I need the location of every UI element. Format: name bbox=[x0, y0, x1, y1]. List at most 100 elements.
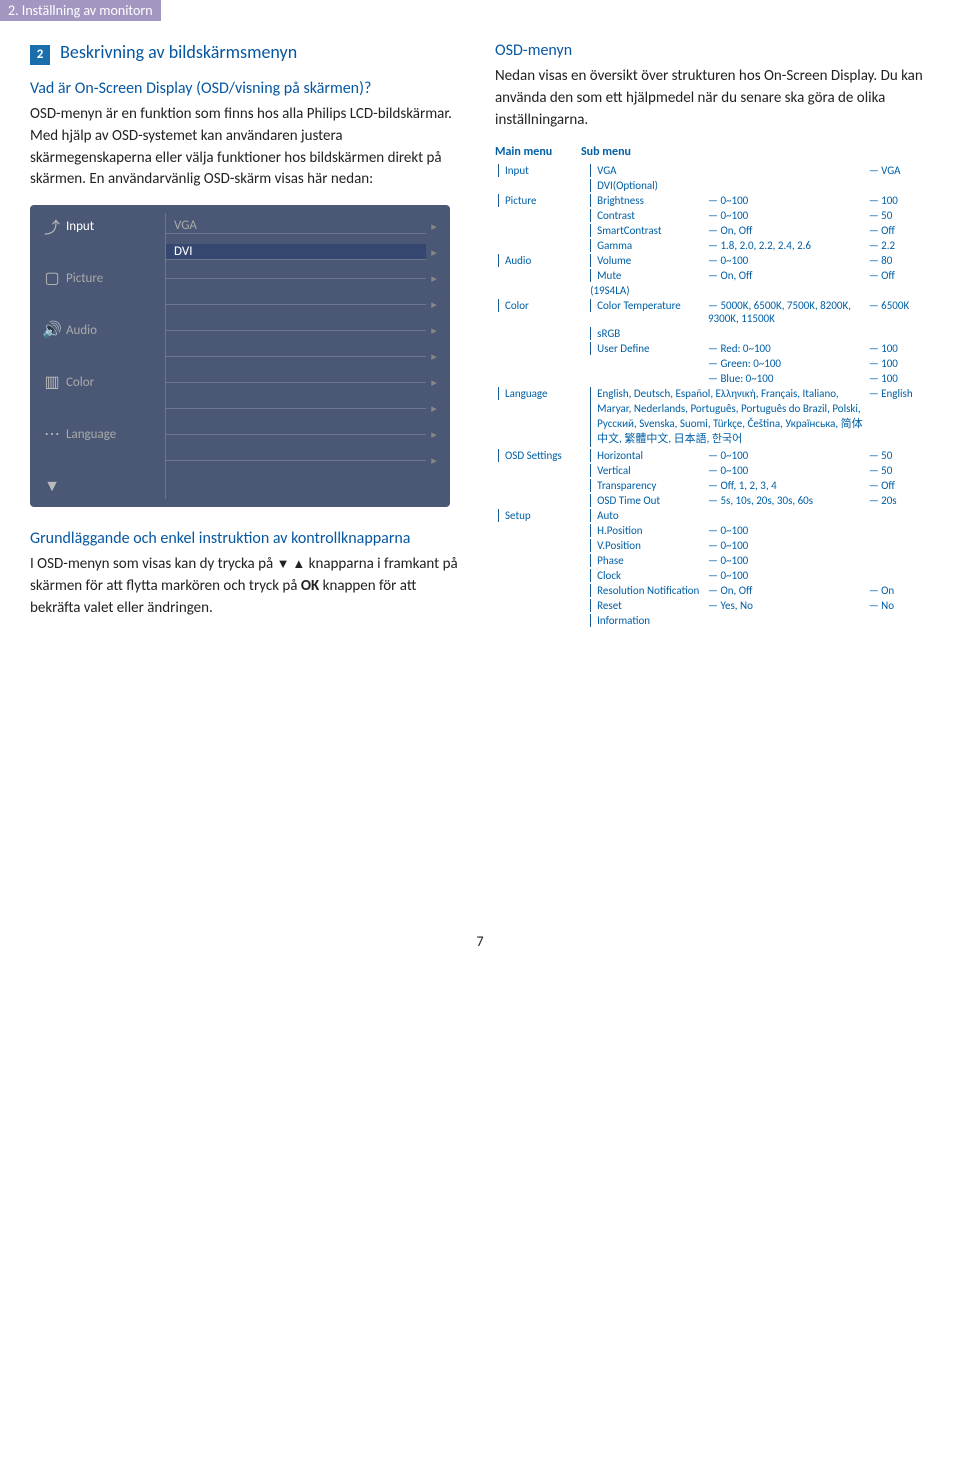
tree-sub: Resolution Notification bbox=[590, 584, 702, 597]
tree-header-main: Main menu bbox=[495, 145, 581, 159]
left-column: 2 Beskrivning av bildskärmsmenyn Vad är … bbox=[30, 41, 465, 633]
osd-empty bbox=[166, 408, 426, 409]
chevron-right-icon: ▸ bbox=[426, 376, 442, 389]
osd-empty bbox=[166, 460, 426, 461]
osd-tree: Main menu Sub menu Input VGA — VGA DVI(O… bbox=[495, 145, 930, 627]
tree-sub: DVI(Optional) bbox=[590, 179, 702, 192]
tree-range: — Off, 1, 2, 3, 4 bbox=[705, 478, 866, 493]
tree-sub: V.Position bbox=[590, 539, 702, 552]
osd-empty bbox=[166, 278, 426, 279]
osd-menu-audio: Audio bbox=[66, 323, 156, 338]
tree-sub: OSD Time Out bbox=[590, 494, 702, 507]
tree-sub: Auto bbox=[590, 509, 702, 522]
chevron-right-icon: ▸ bbox=[426, 402, 442, 415]
tree-default: — 100 bbox=[866, 193, 930, 208]
tree-default: — 100 bbox=[866, 371, 930, 386]
tree-default: — 6500K bbox=[866, 298, 930, 326]
tree-default: — VGA bbox=[866, 163, 930, 178]
osd-empty bbox=[166, 434, 426, 435]
chevron-right-icon: ▸ bbox=[426, 428, 442, 441]
tree-sub: Reset bbox=[590, 599, 702, 612]
tree-range: — On, Off bbox=[705, 268, 866, 283]
osd-value-vga: VGA bbox=[166, 218, 426, 234]
basic-instruction-heading: Grundläggande och enkel instruktion av k… bbox=[30, 529, 465, 548]
picture-icon: ▢ bbox=[38, 268, 66, 288]
tree-default: — Off bbox=[866, 268, 930, 283]
tree-range: — 0~100 bbox=[705, 193, 866, 208]
tree-main-picture: Picture bbox=[498, 194, 584, 207]
tree-sub: SmartContrast bbox=[590, 224, 702, 237]
osd-empty bbox=[166, 356, 426, 357]
tree-default: — 50 bbox=[866, 208, 930, 223]
osd-empty bbox=[166, 382, 426, 383]
osd-menu-input: Input bbox=[66, 219, 156, 234]
section-tag: 2. Inställning av monitorn bbox=[0, 0, 161, 21]
osd-menu-paragraph: Nedan visas en översikt över strukturen … bbox=[495, 66, 930, 131]
tree-main-osdsettings: OSD Settings bbox=[498, 449, 584, 462]
tree-main-language: Language bbox=[498, 387, 584, 400]
tree-range: — Blue: 0~100 bbox=[705, 371, 866, 386]
tree-sub: sRGB bbox=[590, 327, 702, 340]
tree-sub: Color Temperature bbox=[590, 299, 702, 312]
tree-sub: Mute bbox=[590, 269, 702, 282]
tree-sub: Brightness bbox=[590, 194, 702, 207]
tree-sub: VGA bbox=[590, 164, 702, 177]
tree-sub: Contrast bbox=[590, 209, 702, 222]
tree-range: — 0~100 bbox=[705, 553, 866, 568]
chevron-right-icon: ▸ bbox=[426, 272, 442, 285]
tree-range: — Green: 0~100 bbox=[705, 356, 866, 371]
tree-header-sub: Sub menu bbox=[581, 145, 691, 159]
osd-empty bbox=[166, 304, 426, 305]
tree-sub: Phase bbox=[590, 554, 702, 567]
ok-label: OK bbox=[301, 577, 319, 595]
tree-sub: Transparency bbox=[590, 479, 702, 492]
section-title: Beskrivning av bildskärmsmenyn bbox=[60, 41, 297, 63]
tree-default: — On bbox=[866, 583, 930, 598]
tree-range: — On, Off bbox=[705, 223, 866, 238]
tree-default: — Off bbox=[866, 223, 930, 238]
right-column: OSD-menyn Nedan visas en översikt över s… bbox=[495, 41, 930, 633]
tree-main-color: Color bbox=[498, 299, 584, 312]
chevron-right-icon: ▸ bbox=[426, 324, 442, 337]
tree-default: — 20s bbox=[866, 493, 930, 508]
color-icon: ▥ bbox=[38, 372, 66, 392]
tree-range: — 1.8, 2.0, 2.2, 2.4, 2.6 bbox=[705, 238, 866, 253]
tree-range: — 0~100 bbox=[705, 538, 866, 553]
tree-sub: H.Position bbox=[590, 524, 702, 537]
tree-default: — 80 bbox=[866, 253, 930, 268]
language-icon: ⋯ bbox=[38, 424, 66, 444]
tree-range: — On, Off bbox=[705, 583, 866, 598]
tree-sub: Information bbox=[590, 614, 702, 627]
down-icon: ▼ bbox=[38, 477, 66, 496]
what-is-osd-paragraph: OSD-menyn är en funktion som finns hos a… bbox=[30, 104, 465, 191]
chevron-right-icon: ▸ bbox=[426, 350, 442, 363]
tree-note: (19S4LA) bbox=[587, 283, 705, 298]
section-number-badge: 2 bbox=[30, 45, 50, 65]
tree-range: — Yes, No bbox=[705, 598, 866, 613]
chevron-right-icon: ▸ bbox=[426, 454, 442, 467]
osd-menu-color: Color bbox=[66, 375, 156, 390]
tree-sub: Volume bbox=[590, 254, 702, 267]
chevron-right-icon: ▸ bbox=[426, 246, 442, 259]
tree-range: — 5s, 10s, 20s, 30s, 60s bbox=[705, 493, 866, 508]
tree-default: — 100 bbox=[866, 341, 930, 356]
osd-preview: ⤴Input ▢Picture 🔊Audio ▥Color ⋯Language … bbox=[30, 205, 450, 507]
tree-sub: Vertical bbox=[590, 464, 702, 477]
chevron-right-icon: ▸ bbox=[426, 298, 442, 311]
section-heading: 2 Beskrivning av bildskärmsmenyn bbox=[30, 41, 465, 65]
tree-language-list: English, Deutsch, Español, Ελληνική, Fra… bbox=[590, 387, 863, 446]
tree-range: — 0~100 bbox=[705, 463, 866, 478]
down-up-triangles: ▼ ▲ bbox=[277, 557, 306, 572]
osd-menu-heading: OSD-menyn bbox=[495, 41, 930, 60]
tree-range: — 0~100 bbox=[705, 448, 866, 463]
tree-main-audio: Audio bbox=[498, 254, 584, 267]
tree-sub: Gamma bbox=[590, 239, 702, 252]
osd-menu-picture: Picture bbox=[66, 271, 156, 286]
osd-empty bbox=[166, 330, 426, 331]
basic-instruction-paragraph: I OSD-menyn som visas kan dy trycka på ▼… bbox=[30, 554, 465, 619]
tree-range: — 5000K, 6500K, 7500K, 8200K, 9300K, 115… bbox=[705, 298, 866, 326]
tree-main-setup: Setup bbox=[498, 509, 584, 522]
tree-range: — 0~100 bbox=[705, 208, 866, 223]
tree-default: — 50 bbox=[866, 463, 930, 478]
audio-icon: 🔊 bbox=[38, 320, 66, 340]
